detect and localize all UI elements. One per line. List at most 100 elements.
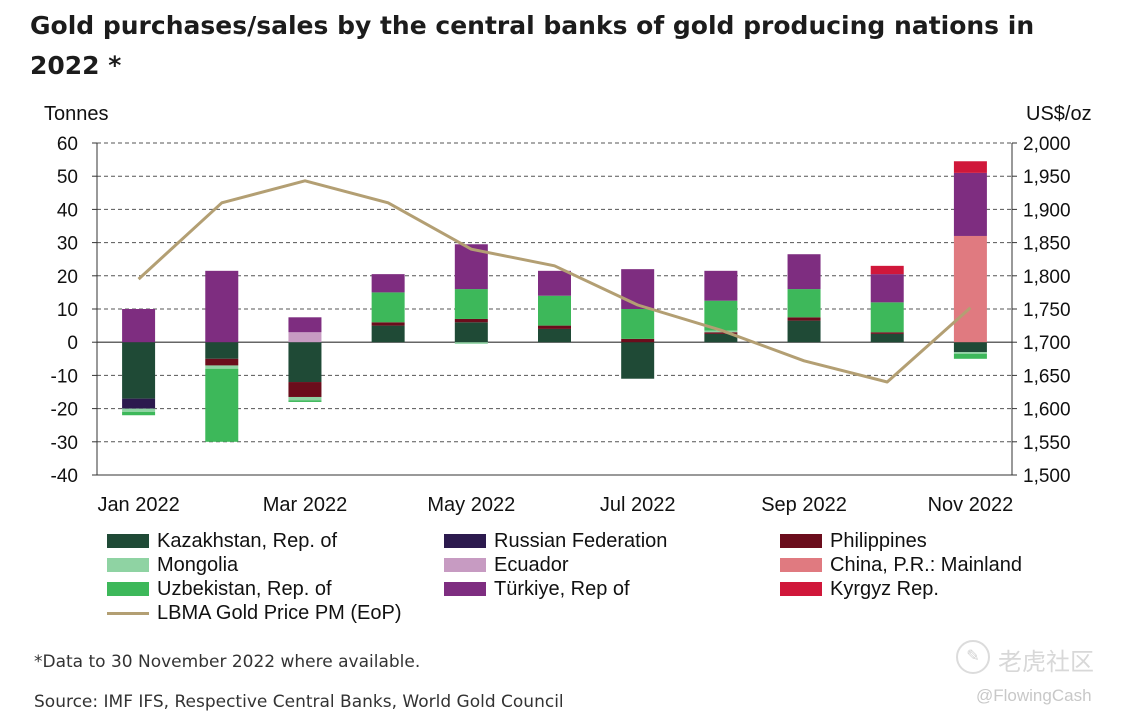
bar-segment bbox=[870, 333, 904, 343]
bar-segment bbox=[122, 398, 156, 409]
bar-segment bbox=[621, 269, 655, 309]
bar-segment bbox=[454, 289, 488, 319]
bar-segment bbox=[704, 270, 738, 301]
legend-swatch bbox=[107, 582, 149, 596]
y-tick-label-right: 1,650 bbox=[1023, 366, 1071, 387]
bar-segment bbox=[538, 328, 571, 343]
legend-label: Russian Federation bbox=[494, 529, 668, 552]
bar-segment bbox=[371, 274, 405, 293]
x-tick-label: Nov 2022 bbox=[928, 494, 1014, 516]
y-tick-label-right: 1,850 bbox=[1023, 234, 1071, 255]
y-tick-label-right: 1,600 bbox=[1023, 400, 1071, 421]
y-tick-label-right: 1,900 bbox=[1023, 200, 1071, 221]
bar-segment bbox=[122, 342, 156, 399]
legend-item: Philippines bbox=[780, 529, 927, 553]
chart-legend: Kazakhstan, Rep. of Mongolia Uzbekistan, R… bbox=[107, 529, 1087, 629]
bar-segment bbox=[870, 265, 904, 275]
legend-swatch bbox=[444, 582, 486, 596]
source-note: Source: IMF IFS, Respective Central Bank… bbox=[34, 692, 564, 712]
bar-segment bbox=[621, 338, 655, 343]
legend-swatch bbox=[107, 558, 149, 572]
bar-segment bbox=[205, 342, 239, 359]
bar-segment bbox=[205, 270, 239, 343]
x-tick-label: May 2022 bbox=[427, 494, 515, 516]
footnote: *Data to 30 November 2022 where availabl… bbox=[34, 652, 421, 672]
bar-segment bbox=[371, 325, 405, 343]
chart-canvas: 60 50 40 30 20 10 0 -10 -20 -30 -40 2,000 1,950 1,900… bbox=[44, 103, 1092, 516]
bar-segment bbox=[538, 295, 571, 326]
legend-swatch bbox=[107, 534, 149, 548]
bar-segment bbox=[288, 382, 322, 397]
y-tick-label-right: 1,800 bbox=[1023, 267, 1071, 288]
legend-swatch bbox=[780, 534, 822, 548]
bar-segment bbox=[538, 325, 571, 329]
bar-segment bbox=[371, 322, 405, 326]
bar-segment bbox=[288, 332, 322, 343]
y-tick-label-right: 2,000 bbox=[1023, 134, 1071, 155]
bar-segment bbox=[787, 289, 821, 318]
bar-segment bbox=[621, 309, 655, 339]
y-tick-label-left: -20 bbox=[51, 400, 78, 421]
legend-label: Ecuador bbox=[494, 553, 569, 576]
bar-segment bbox=[704, 333, 738, 343]
bar-segment bbox=[288, 396, 322, 401]
y-tick-label-right: 1,750 bbox=[1023, 300, 1071, 321]
bar-segment bbox=[953, 352, 987, 354]
bar-segment bbox=[953, 342, 987, 353]
watermark-text: 老虎社区 bbox=[998, 648, 1094, 676]
bar-segment bbox=[454, 318, 488, 323]
y-tick-label-left: -10 bbox=[51, 366, 78, 387]
bar-segment bbox=[870, 274, 904, 303]
y-axis-title-right: US$/oz bbox=[1026, 103, 1092, 125]
legend-item: Uzbekistan, Rep. of bbox=[107, 577, 332, 601]
y-tick-label-left: 30 bbox=[57, 234, 78, 255]
legend-label: China, P.R.: Mainland bbox=[830, 553, 1022, 576]
y-tick-label-left: 20 bbox=[57, 267, 78, 288]
bar-segment bbox=[205, 358, 239, 366]
x-tick-label: Jul 2022 bbox=[600, 494, 676, 516]
legend-item: Mongolia bbox=[107, 553, 238, 577]
legend-item: Kyrgyz Rep. bbox=[780, 577, 939, 601]
legend-item: Ecuador bbox=[444, 553, 569, 577]
legend-label: Mongolia bbox=[157, 553, 239, 576]
y-tick-label-right: 1,700 bbox=[1023, 333, 1071, 354]
legend-item: China, P.R.: Mainland bbox=[780, 553, 1022, 577]
bar-segment bbox=[538, 270, 571, 296]
gold-price-line bbox=[137, 179, 972, 384]
bar-segment bbox=[953, 353, 987, 359]
y-tick-label-right: 1,550 bbox=[1023, 433, 1071, 454]
legend-swatch bbox=[780, 582, 822, 596]
bar-segment bbox=[454, 322, 488, 343]
bar-segment bbox=[288, 317, 322, 333]
bar-segment bbox=[621, 342, 655, 379]
legend-item: Kazakhstan, Rep. of bbox=[107, 529, 337, 553]
x-tick-label: Sep 2022 bbox=[761, 494, 847, 516]
y-axis-title-left: Tonnes bbox=[44, 103, 109, 125]
chart-title: Gold purchases/sales by the central bank… bbox=[30, 11, 1035, 80]
y-tick-label-left: 0 bbox=[67, 333, 78, 354]
bar-segment bbox=[288, 342, 322, 383]
y-tick-label-left: 50 bbox=[57, 167, 78, 188]
bar-segment bbox=[288, 400, 322, 402]
legend-label: Kyrgyz Rep. bbox=[830, 577, 939, 600]
legend-item: Türkiye, Rep of bbox=[444, 577, 630, 601]
legend-swatch bbox=[107, 611, 149, 615]
legend-item: LBMA Gold Price PM (EoP) bbox=[107, 601, 402, 625]
legend-item: Russian Federation bbox=[444, 529, 667, 553]
legend-label: Türkiye, Rep of bbox=[494, 577, 630, 600]
bar-segment bbox=[122, 408, 156, 412]
bar-segment bbox=[870, 302, 904, 333]
legend-label: Philippines bbox=[830, 529, 927, 552]
bar-segment bbox=[205, 365, 239, 369]
y-tick-label-right: 1,500 bbox=[1023, 466, 1071, 487]
y-tick-label-left: -30 bbox=[51, 433, 78, 454]
bar-segment bbox=[953, 161, 987, 173]
y-tick-label-left: -40 bbox=[51, 466, 78, 487]
y-tick-label-right: 1,950 bbox=[1023, 167, 1071, 188]
bar-segment bbox=[454, 342, 488, 344]
bar-segment bbox=[787, 254, 821, 290]
y-tick-label-left: 10 bbox=[57, 300, 78, 321]
bar-segment bbox=[787, 317, 821, 321]
bar-segment bbox=[122, 309, 156, 343]
bar-segment bbox=[787, 320, 821, 343]
